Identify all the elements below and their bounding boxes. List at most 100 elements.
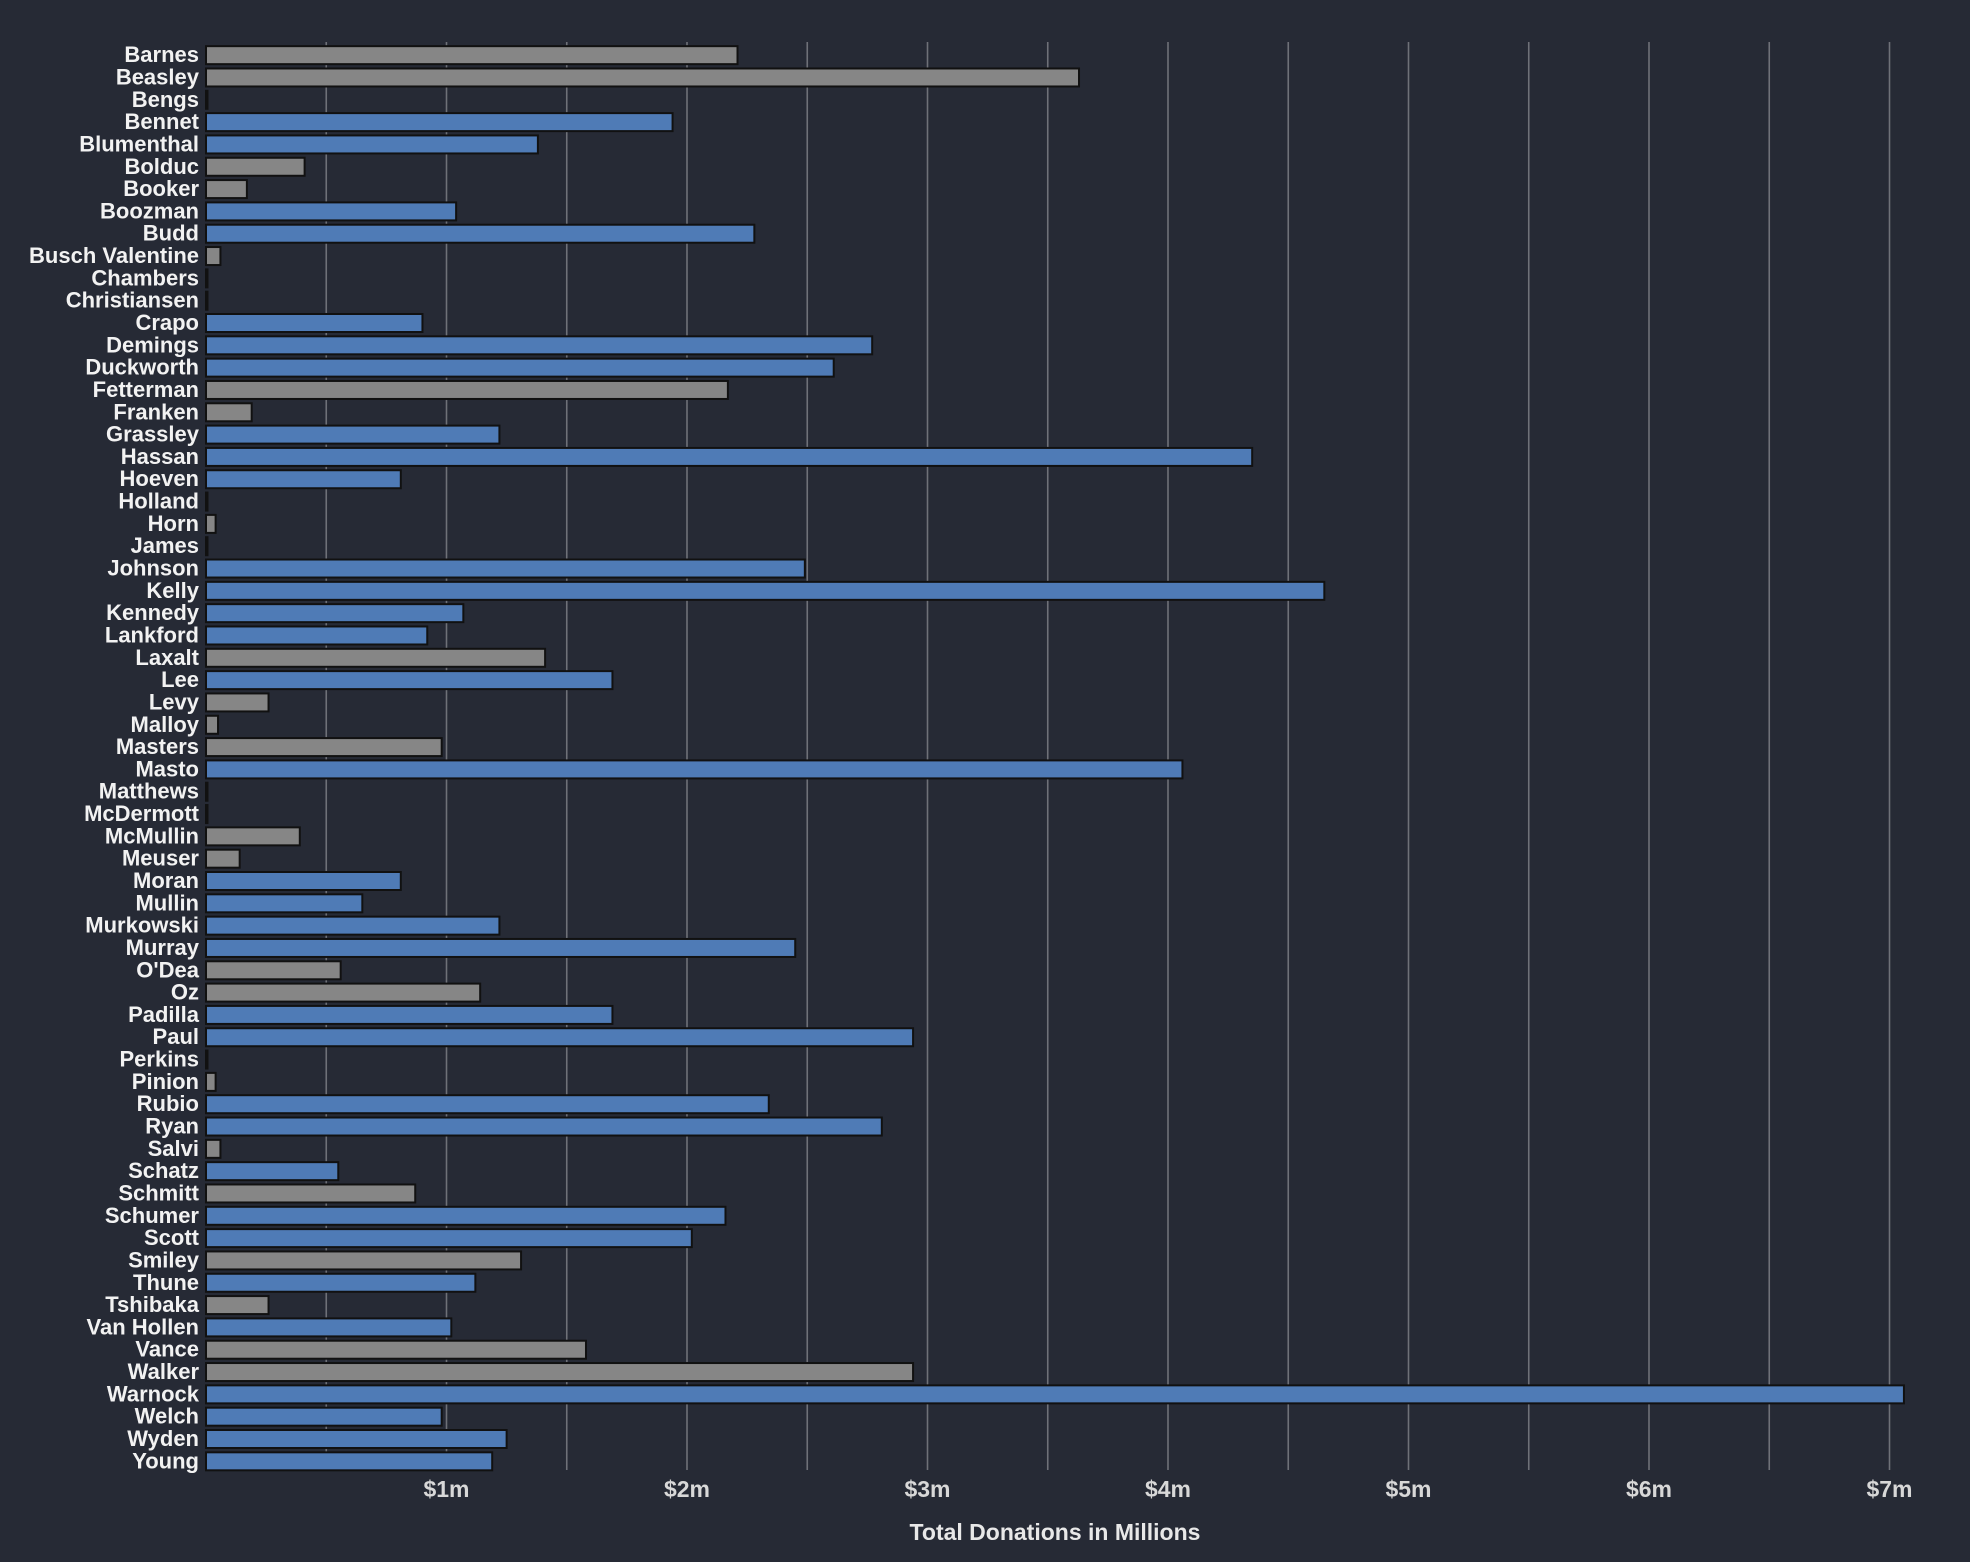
bar-vance (205, 1339, 587, 1360)
bar-smiley (205, 1250, 523, 1271)
x-tick-label: $6m (1626, 1476, 1672, 1502)
category-label: Fetterman (93, 377, 199, 402)
category-label: Wyden (127, 1426, 199, 1451)
bar-hassan (205, 446, 1254, 467)
category-label: Barnes (124, 42, 199, 67)
x-tick-label: $1m (423, 1476, 469, 1502)
category-label: Young (132, 1448, 199, 1473)
bar-mcdermott (205, 804, 209, 825)
x-tick-label: $4m (1145, 1476, 1191, 1502)
gridlines (325, 42, 1891, 1470)
category-label: Franken (113, 399, 199, 424)
bar-mullin (205, 893, 364, 914)
bar-bolduc (205, 156, 306, 177)
bar-padilla (205, 1004, 614, 1025)
bar-ryan (205, 1116, 883, 1137)
category-label: Horn (148, 511, 199, 536)
category-label: Thune (133, 1270, 199, 1295)
bar-perkins (205, 1049, 209, 1070)
category-label: Smiley (128, 1247, 200, 1272)
category-label: Moran (133, 868, 199, 893)
category-label: Bengs (132, 87, 199, 112)
category-label: Paul (153, 1024, 199, 1049)
bar-james (205, 536, 209, 557)
bar-schatz (205, 1161, 340, 1182)
category-label: Laxalt (135, 645, 199, 670)
category-label: Bennet (124, 109, 199, 134)
bar-salvi (205, 1138, 222, 1159)
category-label: Welch (135, 1404, 199, 1429)
bar-lankford (205, 625, 429, 646)
category-label: Beasley (116, 64, 200, 89)
bar-rubio (205, 1094, 770, 1115)
x-tick-label: $5m (1385, 1476, 1431, 1502)
category-label: Grassley (106, 422, 200, 447)
x-tick-label: $3m (904, 1476, 950, 1502)
category-label: Malloy (131, 712, 200, 737)
category-label: Crapo (135, 310, 199, 335)
bar-johnson (205, 558, 806, 579)
category-label: Murray (126, 935, 200, 960)
bar-demings (205, 335, 874, 356)
category-label: Hassan (121, 444, 199, 469)
category-labels: BarnesBeasleyBengsBennetBlumenthalBolduc… (29, 42, 200, 1473)
category-label: McMullin (105, 823, 199, 848)
bar-boozman (205, 201, 458, 222)
bar-van-hollen (205, 1317, 453, 1338)
bar-duckworth (205, 357, 835, 378)
bar-franken (205, 402, 253, 423)
category-label: Blumenthal (79, 131, 199, 156)
category-label: Schatz (128, 1158, 199, 1183)
bar-kennedy (205, 603, 465, 624)
bar-christiansen (205, 290, 209, 311)
category-label: Schumer (105, 1203, 200, 1228)
bar-budd (205, 223, 756, 244)
bar-young (205, 1451, 494, 1472)
bar-o-dea (205, 960, 342, 981)
bar-murkowski (205, 915, 501, 936)
category-label: Hoeven (120, 466, 199, 491)
category-label: Schmitt (118, 1180, 199, 1205)
category-label: Duckworth (85, 355, 199, 380)
category-label: Boozman (100, 198, 199, 223)
bar-grassley (205, 424, 501, 445)
category-label: Tshibaka (105, 1292, 200, 1317)
category-label: Walker (128, 1359, 200, 1384)
bar-barnes (205, 45, 739, 66)
bar-schmitt (205, 1183, 417, 1204)
category-label: Meuser (122, 846, 199, 871)
category-label: Mullin (135, 890, 199, 915)
category-label: Busch Valentine (29, 243, 199, 268)
category-label: Vance (135, 1337, 199, 1362)
x-axis-title: Total Donations in Millions (910, 1519, 1201, 1545)
category-label: Murkowski (85, 913, 199, 938)
bar-laxalt (205, 647, 547, 668)
category-label: Salvi (148, 1136, 199, 1161)
bars (205, 45, 1905, 1472)
bar-crapo (205, 313, 424, 333)
bar-meuser (205, 848, 241, 869)
category-label: Chambers (91, 265, 199, 290)
category-label: Padilla (128, 1002, 200, 1027)
category-label: Perkins (120, 1047, 200, 1072)
bar-booker (205, 179, 248, 200)
bar-masto (205, 759, 1184, 780)
category-label: Bolduc (124, 154, 199, 179)
bar-bennet (205, 112, 674, 133)
bar-malloy (205, 714, 220, 735)
bar-masters (205, 737, 443, 758)
category-label: Rubio (137, 1091, 199, 1116)
category-label: James (130, 533, 199, 558)
category-label: Scott (144, 1225, 200, 1250)
category-label: McDermott (84, 801, 200, 826)
category-label: O'Dea (136, 957, 199, 982)
bar-tshibaka (205, 1295, 270, 1316)
bar-blumenthal (205, 134, 539, 155)
category-label: Johnson (107, 556, 199, 581)
bar-matthews (205, 781, 209, 802)
bar-warnock (205, 1384, 1905, 1405)
bar-scott (205, 1228, 693, 1249)
category-label: Levy (149, 689, 200, 714)
bar-thune (205, 1272, 477, 1293)
category-label: Warnock (107, 1381, 200, 1406)
